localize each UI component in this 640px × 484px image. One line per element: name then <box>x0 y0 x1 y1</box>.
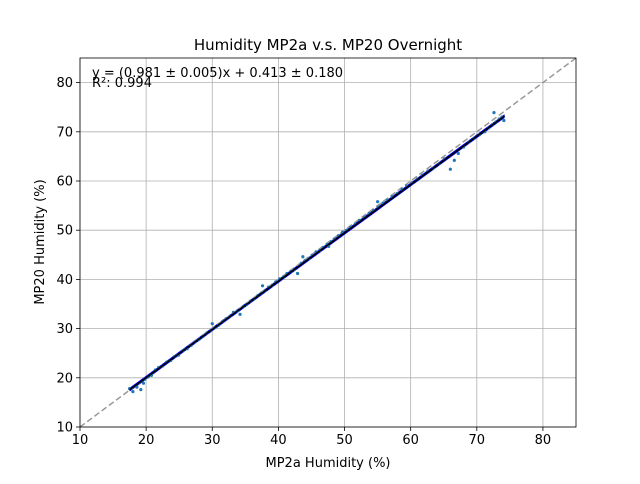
chart-title: Humidity MP2a v.s. MP20 Overnight <box>194 36 462 54</box>
y-tick-label: 40 <box>56 273 73 288</box>
y-tick-label: 80 <box>56 76 73 91</box>
y-axis-label: MP20 Humidity (%) <box>33 179 48 304</box>
data-point <box>456 151 460 156</box>
y-tick-label: 60 <box>56 175 73 190</box>
x-tick-label: 40 <box>270 433 287 448</box>
data-point <box>141 381 146 385</box>
x-tick-label: 10 <box>72 433 89 448</box>
x-axis-ticks: 10 20 30 40 50 60 70 80 <box>72 427 551 448</box>
data-point <box>448 167 452 171</box>
fit-line <box>129 115 506 391</box>
data-point <box>260 284 265 288</box>
x-tick-label: 60 <box>402 433 419 448</box>
data-point <box>295 271 300 276</box>
data-point <box>301 255 305 259</box>
x-tick-label: 50 <box>336 433 353 448</box>
data-point <box>376 200 380 204</box>
y-tick-label: 30 <box>56 322 73 337</box>
data-point <box>131 389 135 394</box>
y-axis-ticks: 10 20 30 40 50 60 70 80 <box>56 76 80 436</box>
data-point <box>502 118 506 123</box>
data-point <box>139 388 143 392</box>
y-tick-label: 10 <box>56 421 73 436</box>
x-tick-label: 70 <box>469 433 486 448</box>
y-tick-label: 70 <box>56 125 73 140</box>
fit-equation-annotation: y = (0.981 ± 0.005)x + 0.413 ± 0.180 <box>92 66 343 81</box>
data-point <box>135 385 139 389</box>
x-axis-label: MP2a Humidity (%) <box>266 456 391 471</box>
y-tick-label: 20 <box>56 371 73 386</box>
x-tick-label: 30 <box>204 433 221 448</box>
fit-regression-line <box>129 115 506 391</box>
data-point <box>210 322 214 326</box>
data-point <box>238 312 242 316</box>
y-tick-label: 50 <box>56 224 73 239</box>
r-squared-annotation: R²: 0.994 <box>92 76 152 91</box>
x-tick-label: 80 <box>535 433 552 448</box>
data-point <box>492 111 496 115</box>
x-tick-label: 20 <box>138 433 155 448</box>
data-point <box>452 158 456 162</box>
plot-frame <box>79 57 577 428</box>
